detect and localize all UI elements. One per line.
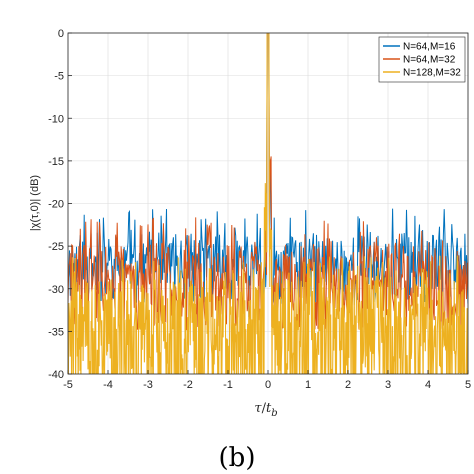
y-tick-label: -5 [54, 71, 64, 83]
x-tick-label: -4 [103, 379, 113, 391]
x-tick-label: 4 [425, 379, 431, 391]
x-tick-label: 2 [345, 379, 351, 391]
y-axis-ticks: 0 -5 -10 -15 -20 -25 -30 -35 -40 [48, 28, 72, 381]
y-tick-label: -20 [48, 199, 64, 211]
legend: N=64,M=16 N=64,M=32 N=128,M=32 [378, 36, 466, 83]
x-tick-label: -1 [223, 379, 233, 391]
x-tick-label: 0 [265, 379, 271, 391]
legend-entry: N=64,M=32 [403, 55, 456, 66]
series-line-3 [68, 33, 468, 374]
x-tick-label: 3 [385, 379, 391, 391]
x-axis-label-sub: b [271, 408, 277, 419]
y-tick-label: -35 [48, 326, 64, 338]
x-axis-label-slash: / [262, 401, 267, 416]
y-tick-label: -15 [48, 156, 64, 168]
series-line-1 [68, 33, 468, 318]
series-lines [68, 33, 468, 374]
series-line-2 [68, 33, 468, 331]
y-tick-label: 0 [58, 28, 64, 40]
x-tick-label: 1 [305, 379, 311, 391]
x-axis-ticks: -5 -4 -3 -2 -1 0 1 2 3 4 5 [63, 370, 471, 391]
x-axis-label-t: t [266, 401, 272, 416]
x-tick-label: -2 [183, 379, 193, 391]
x-axis-label: τ/tb [254, 401, 277, 419]
x-tick-label: -3 [143, 379, 153, 391]
legend-entry: N=128,M=32 [403, 68, 461, 79]
figure-caption: (b) [219, 443, 256, 473]
x-tick-label: -5 [63, 379, 73, 391]
y-tick-label: -10 [48, 113, 64, 125]
y-tick-label: -30 [48, 284, 64, 296]
y-tick-label: -40 [48, 369, 64, 381]
y-axis-label: |χ(τ,0)| (dB) [29, 175, 41, 231]
x-axis-label-var: τ [254, 401, 262, 416]
legend-entry: N=64,M=16 [403, 42, 456, 53]
y-tick-label: -25 [48, 241, 64, 253]
x-tick-label: 5 [465, 379, 471, 391]
